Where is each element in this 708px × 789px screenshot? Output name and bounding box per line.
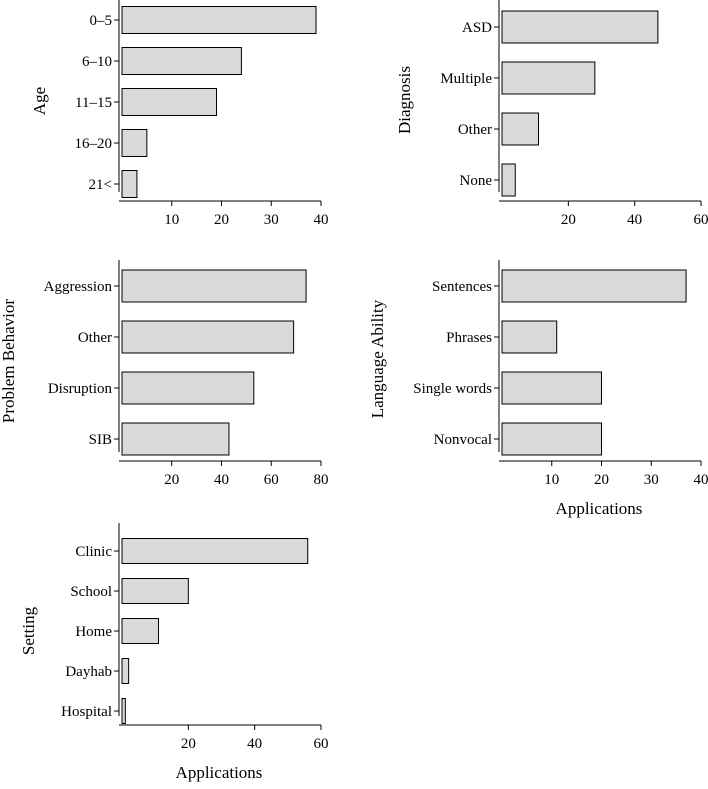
age-bar-2	[121, 88, 218, 116]
diagnosis-panel: ASD Multiple Other None 20 40 60 Diagnosis	[395, 0, 708, 228]
problem-behavior-x-tick-label-0: 20	[164, 472, 179, 488]
age-category-label-2: 11–15	[75, 95, 112, 111]
problem-behavior-category-label-2: Disruption	[48, 381, 113, 397]
problem-behavior-x-tick-label-2: 60	[264, 472, 279, 488]
language-ability-x-tick-label-1: 20	[594, 472, 609, 488]
age-category-label-4: 21<	[89, 177, 112, 193]
diagnosis-y-title: Diagnosis	[395, 66, 414, 134]
language-ability-bar-0	[501, 269, 687, 303]
problem-behavior-bar-3	[121, 422, 230, 456]
setting-bar-4	[121, 698, 126, 724]
setting-y-title: Setting	[19, 606, 38, 655]
age-y-title: Age	[30, 87, 49, 115]
age-x-tick-label-3: 40	[314, 212, 329, 228]
setting-category-label-4: Hospital	[61, 704, 112, 720]
language-ability-x-tick-label-3: 40	[694, 472, 708, 488]
language-ability-x-title: Applications	[556, 499, 643, 518]
age-bar-3	[121, 129, 148, 157]
language-ability-bar-1	[501, 320, 558, 354]
language-ability-x-tick-label-2: 30	[644, 472, 659, 488]
setting-bar-3	[121, 658, 130, 684]
setting-bar-0	[121, 538, 309, 564]
setting-x-tick-label-0: 20	[181, 736, 196, 752]
language-ability-category-label-3: Nonvocal	[434, 432, 492, 448]
language-ability-x-tick-label-0: 10	[544, 472, 559, 488]
age-category-label-1: 6–10	[82, 54, 112, 70]
problem-behavior-bar-0	[121, 269, 307, 303]
setting-panel: Clinic School Home Dayhab Hospital 20 40 60 Sett…	[19, 523, 329, 782]
setting-category-label-2: Home	[75, 624, 112, 640]
problem-behavior-panel: Aggression Other Disruption SIB 20 40 60 80 Prob…	[0, 260, 329, 488]
problem-behavior-y-title: Problem Behavior	[0, 299, 18, 424]
language-ability-y-title: Language Ability	[368, 299, 387, 418]
problem-behavior-bar-2	[121, 371, 255, 405]
language-ability-bar-2	[501, 371, 602, 405]
language-ability-category-label-1: Phrases	[446, 330, 492, 346]
setting-x-title: Applications	[176, 763, 263, 782]
age-panel: 0–5 6–10 11–15 16–20 21< 10 20 30 40 Age	[30, 0, 329, 228]
setting-category-label-0: Clinic	[75, 544, 112, 560]
age-x-tick-label-1: 20	[214, 212, 229, 228]
language-ability-category-label-0: Sentences	[432, 279, 492, 295]
setting-x-tick-label-2: 60	[314, 736, 329, 752]
diagnosis-bar-3	[501, 163, 516, 197]
diagnosis-category-label-3: None	[460, 173, 493, 189]
age-category-label-0: 0–5	[90, 13, 113, 29]
problem-behavior-bar-1	[121, 320, 295, 354]
age-bar-4	[121, 170, 138, 198]
age-category-label-3: 16–20	[75, 136, 113, 152]
diagnosis-bar-0	[501, 10, 659, 44]
diagnosis-x-tick-label-1: 40	[627, 212, 642, 228]
language-ability-category-label-2: Single words	[413, 381, 492, 397]
setting-bar-2	[121, 618, 159, 644]
setting-bar-1	[121, 578, 189, 604]
age-bar-1	[121, 47, 242, 75]
language-ability-panel: Sentences Phrases Single words Nonvocal 10 20…	[368, 260, 708, 518]
diagnosis-category-label-0: ASD	[462, 20, 492, 36]
age-x-tick-label-2: 30	[264, 212, 279, 228]
problem-behavior-category-label-1: Other	[78, 330, 112, 346]
problem-behavior-x-tick-label-3: 80	[314, 472, 329, 488]
setting-x-tick-label-1: 40	[247, 736, 262, 752]
diagnosis-x-tick-label-2: 60	[694, 212, 708, 228]
age-x-tick-label-0: 10	[164, 212, 179, 228]
diagnosis-bar-2	[501, 112, 539, 146]
diagnosis-bar-1	[501, 61, 596, 95]
language-ability-bar-3	[501, 422, 602, 456]
setting-category-label-1: School	[70, 584, 112, 600]
diagnosis-category-label-2: Other	[458, 122, 492, 138]
problem-behavior-category-label-0: Aggression	[44, 279, 113, 295]
diagnosis-category-label-1: Multiple	[440, 71, 492, 87]
age-bar-0	[121, 6, 317, 34]
problem-behavior-x-tick-label-1: 40	[214, 472, 229, 488]
diagnosis-x-tick-label-0: 20	[561, 212, 576, 228]
setting-category-label-3: Dayhab	[65, 664, 112, 680]
problem-behavior-category-label-3: SIB	[89, 432, 112, 448]
